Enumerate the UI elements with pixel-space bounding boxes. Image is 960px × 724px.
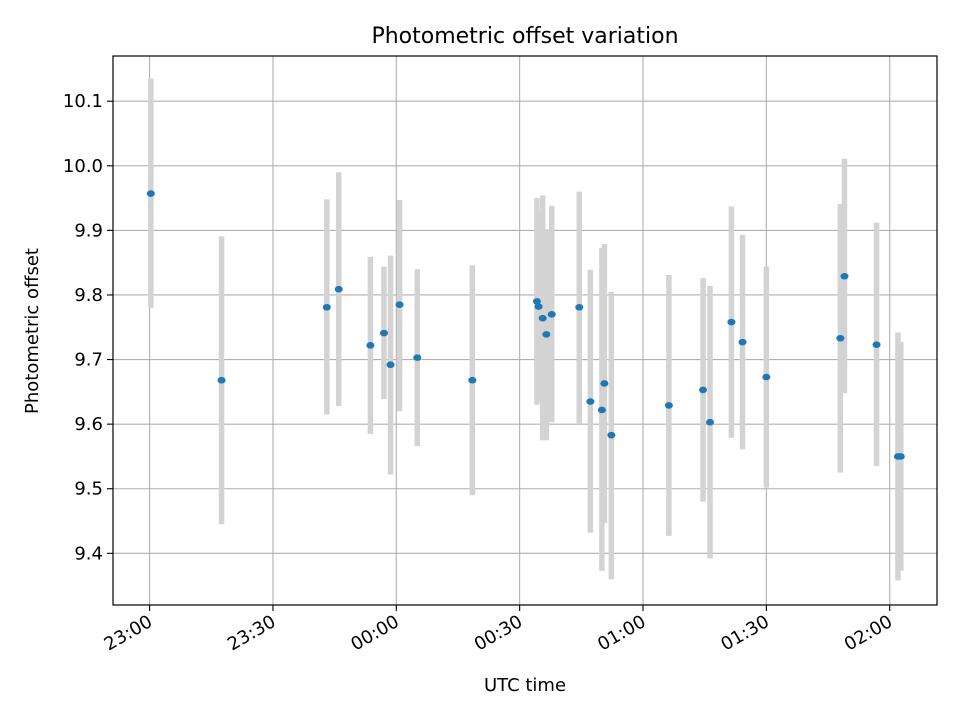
y-tick-label: 9.6: [74, 414, 103, 435]
y-tick-label: 9.4: [74, 543, 103, 564]
data-point: [840, 272, 849, 280]
data-point: [896, 453, 905, 460]
y-tick-label: 9.9: [74, 220, 103, 241]
x-axis-label: UTC time: [484, 675, 566, 696]
y-tick-label: 10.0: [63, 156, 103, 177]
data-point: [836, 334, 845, 342]
chart-title: Photometric offset variation: [371, 24, 678, 49]
data-point: [334, 285, 343, 293]
y-tick-label: 10.1: [63, 91, 103, 112]
data-point: [395, 301, 404, 308]
data-point: [762, 373, 771, 381]
data-point: [538, 314, 547, 322]
y-axis-ticks: 9.4 9.5 9.6 9.7 9.8 9.9 10.0 10.1: [63, 91, 113, 564]
data-point: [727, 318, 736, 326]
data-point: [366, 342, 375, 349]
data-point: [413, 354, 422, 361]
data-point: [699, 386, 708, 394]
data-point: [547, 311, 556, 318]
plot-frame: [112, 55, 938, 606]
y-tick-label: 9.7: [74, 350, 103, 371]
grid: [113, 56, 937, 605]
data-point: [872, 341, 881, 349]
data-point: [586, 398, 595, 405]
data-point: [379, 329, 388, 337]
data-points: [146, 190, 905, 460]
data-point: [217, 376, 226, 384]
data-point: [534, 303, 543, 310]
data-point: [597, 406, 606, 414]
data-point: [532, 298, 541, 305]
data-point: [664, 402, 673, 409]
data-point: [322, 303, 331, 311]
y-axis-label: Photometric offset: [22, 248, 43, 414]
data-point: [146, 190, 155, 197]
data-point: [738, 338, 747, 346]
data-point: [386, 361, 395, 369]
data-point: [600, 380, 609, 387]
y-tick-label: 9.8: [74, 285, 103, 306]
data-point: [468, 376, 477, 384]
data-point: [706, 418, 715, 426]
y-tick-label: 9.5: [74, 479, 103, 500]
data-point: [575, 303, 584, 311]
data-point: [607, 431, 616, 439]
data-point: [542, 331, 551, 338]
